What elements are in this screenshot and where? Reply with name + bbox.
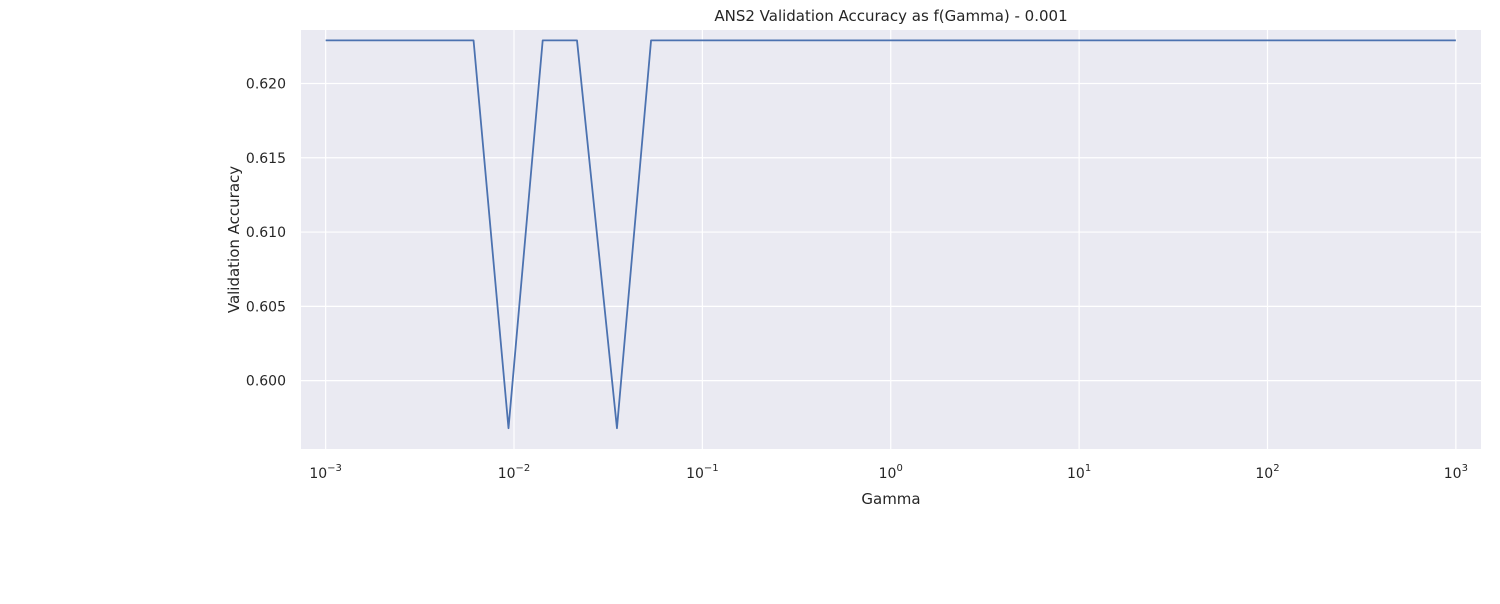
x-tick-label: 10−1 [686, 463, 719, 482]
y-axis-label: Validation Accuracy [225, 166, 243, 313]
x-tick-exponent: 0 [896, 463, 902, 474]
y-axis-ticks: 0.600 0.605 0.610 0.615 0.620 [246, 76, 286, 389]
y-tick-label: 0.600 [246, 374, 286, 390]
y-tick-label: 0.615 [246, 151, 286, 167]
chart-title: ANS2 Validation Accuracy as f(Gamma) - 0… [714, 7, 1067, 25]
x-tick-exponent: −1 [704, 463, 719, 474]
x-tick-exponent: −3 [327, 463, 342, 474]
x-tick-base: 10 [1444, 466, 1462, 482]
x-tick-base: 10 [309, 466, 327, 482]
series-layer [325, 39, 1456, 430]
x-tick-base: 10 [1255, 466, 1273, 482]
x-tick-exponent: −2 [516, 463, 531, 474]
x-tick-label: 102 [1255, 463, 1279, 482]
x-tick-label: 10−3 [309, 463, 342, 482]
x-tick-exponent: 1 [1085, 463, 1091, 474]
series-line [325, 39, 1456, 430]
y-tick-label: 0.610 [246, 225, 286, 241]
x-tick-base: 10 [1067, 466, 1085, 482]
y-tick-label: 0.620 [246, 76, 286, 92]
y-tick-label: 0.605 [246, 299, 286, 315]
x-tick-base: 10 [879, 466, 897, 482]
x-tick-label: 10−2 [498, 463, 531, 482]
x-tick-label: 103 [1444, 463, 1468, 482]
x-axis-ticks: 10−3 10−2 10−1 100 101 102 103 [309, 463, 1468, 482]
x-tick-base: 10 [686, 466, 704, 482]
x-tick-exponent: 3 [1462, 463, 1468, 474]
x-tick-base: 10 [498, 466, 516, 482]
x-tick-exponent: 2 [1273, 463, 1279, 474]
x-tick-label: 101 [1067, 463, 1091, 482]
x-tick-label: 100 [879, 463, 903, 482]
x-axis-label: Gamma [861, 490, 920, 508]
